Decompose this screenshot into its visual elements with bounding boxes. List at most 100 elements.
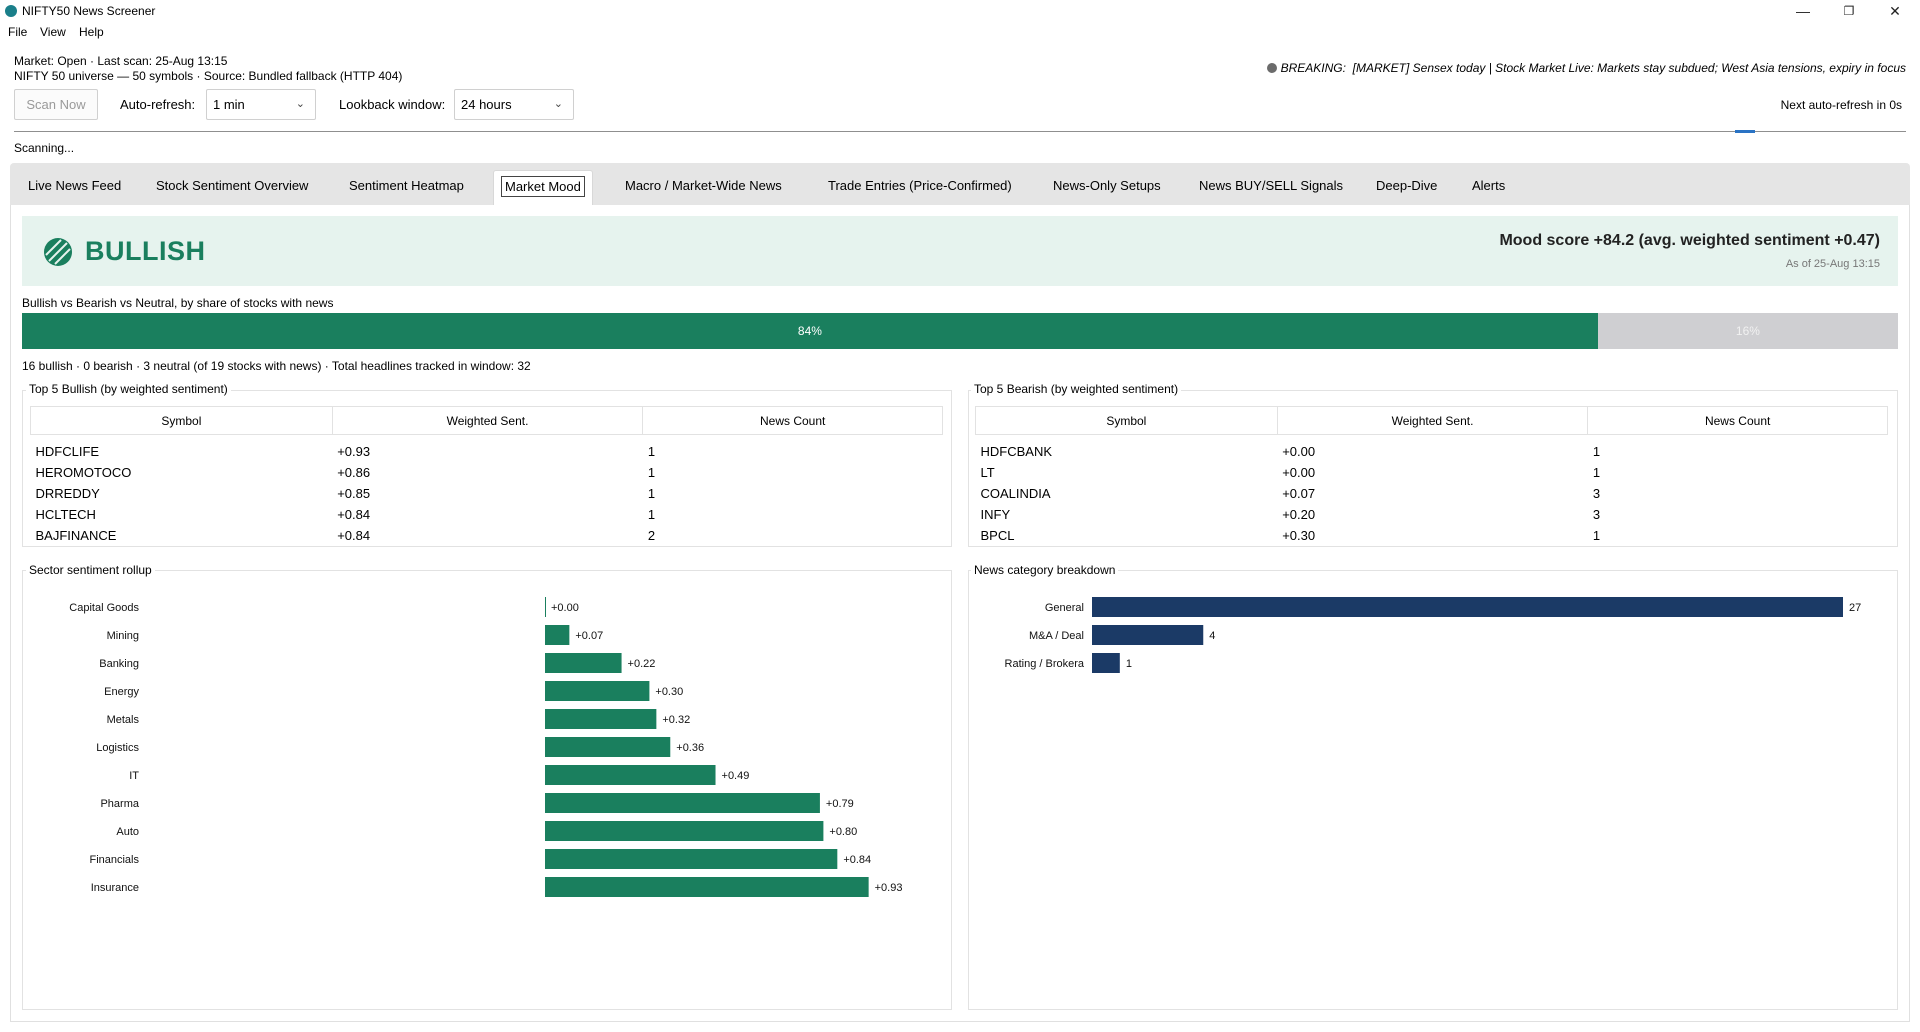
mood-score: Mood score +84.2 (avg. weighted sentimen… <box>1499 232 1880 249</box>
bar-value-label: 1 <box>1126 658 1132 670</box>
sentiment-cell: +0.00 <box>1282 464 1316 480</box>
mood-banner: BULLISH Mood score +84.2 (avg. weighted … <box>22 216 1898 286</box>
tab-market-mood-label: Market Mood <box>501 176 585 197</box>
bar-value-label: +0.80 <box>829 826 857 838</box>
sentiment-cell: +0.86 <box>337 464 371 480</box>
lookback-select[interactable]: 24 hours ⌄ <box>454 89 574 120</box>
tab-alerts[interactable]: Alerts <box>1472 178 1506 193</box>
symbol-cell: COALINDIA <box>980 485 1051 501</box>
bar <box>545 597 546 617</box>
tab-news-only-setups[interactable]: News-Only Setups <box>1053 178 1161 193</box>
menu-help[interactable]: Help <box>79 25 104 39</box>
symbol-cell: HCLTECH <box>35 506 96 522</box>
bar-value-label: +0.07 <box>575 630 603 642</box>
table-row[interactable]: COALINDIA +0.07 3 <box>976 483 1888 504</box>
symbol-cell: BAJFINANCE <box>35 527 117 543</box>
symbol-cell: BPCL <box>980 527 1015 543</box>
top-bullish-group <box>22 390 952 547</box>
bullish-icon <box>44 238 72 266</box>
table-row[interactable]: HDFCBANK +0.00 1 <box>976 441 1888 462</box>
sentiment-cell: +0.93 <box>337 443 371 459</box>
category-label: Capital Goods <box>69 602 139 614</box>
bar-value-label: +0.79 <box>826 798 854 810</box>
tab-deep-dive[interactable]: Deep-Dive <box>1376 178 1438 193</box>
universe-info: NIFTY 50 universe — 50 symbols · Source:… <box>14 69 403 83</box>
news-count-cell: 1 <box>647 485 656 501</box>
bar-value-label: +0.30 <box>655 686 683 698</box>
breaking-ticker[interactable]: BREAKING: [MARKET] Sensex today | Stock … <box>1266 61 1906 75</box>
market-status: Market: Open · Last scan: 25-Aug 13:15 <box>14 54 228 68</box>
tab-news-buy-sell-signals[interactable]: News BUY/SELL Signals <box>1199 178 1344 193</box>
table-row[interactable]: HDFCLIFE +0.93 1 <box>31 441 943 462</box>
bar <box>1092 625 1204 645</box>
column-header[interactable]: Symbol <box>30 406 333 435</box>
column-header[interactable]: Weighted Sent. <box>331 406 644 435</box>
bar-value-label: +0.36 <box>676 742 704 754</box>
bar-value-label: +0.49 <box>722 770 750 782</box>
window-title: NIFTY50 News Screener <box>22 4 156 18</box>
auto-refresh-value: 1 min <box>213 97 245 112</box>
table-row[interactable]: HEROMOTOCO +0.86 1 <box>31 462 943 483</box>
news-count-cell: 1 <box>1592 527 1601 543</box>
sentiment-cell: +0.84 <box>337 527 371 543</box>
bar <box>545 877 869 897</box>
bar-value-label: +0.84 <box>843 854 871 866</box>
bar <box>545 625 570 645</box>
news-count-cell: 1 <box>1592 443 1601 459</box>
bar-value-label: 27 <box>1849 602 1861 614</box>
tab-live-news-feed[interactable]: Live News Feed <box>28 178 122 193</box>
news-count-cell: 1 <box>647 506 656 522</box>
news-count-cell: 1 <box>647 443 656 459</box>
neutral-share-segment: 16% <box>1597 313 1898 349</box>
category-chart-title: News category breakdown <box>971 563 1119 577</box>
tab-market-mood[interactable]: Market Mood <box>493 170 593 205</box>
auto-refresh-select[interactable]: 1 min ⌄ <box>206 89 316 120</box>
tab-sentiment-heatmap[interactable]: Sentiment Heatmap <box>349 178 464 193</box>
bar-value-label: +0.32 <box>662 714 690 726</box>
sentiment-cell: +0.30 <box>1282 527 1316 543</box>
table-row[interactable]: BAJFINANCE +0.84 2 <box>31 525 943 546</box>
bar <box>545 681 650 701</box>
category-label: Auto <box>116 826 139 838</box>
mood-label: BULLISH <box>85 236 206 266</box>
maximize-button[interactable]: ❐ <box>1843 4 1855 18</box>
chevron-down-icon: ⌄ <box>295 98 305 110</box>
close-button[interactable]: ✕ <box>1889 3 1901 19</box>
category-label: Rating / Brokera <box>1005 658 1085 670</box>
sentiment-cell: +0.85 <box>337 485 371 501</box>
column-header[interactable]: Weighted Sent. <box>1276 406 1589 435</box>
menu-file[interactable]: File <box>8 25 28 39</box>
table-row[interactable]: DRREDDY +0.85 1 <box>31 483 943 504</box>
top-bearish-title: Top 5 Bearish (by weighted sentiment) <box>971 382 1182 396</box>
news-count-cell: 1 <box>647 464 656 480</box>
category-label: Metals <box>107 714 140 726</box>
tab-stock-sentiment-overview[interactable]: Stock Sentiment Overview <box>156 178 309 193</box>
bar <box>545 793 820 813</box>
table-row[interactable]: HCLTECH +0.84 1 <box>31 504 943 525</box>
menu-view[interactable]: View <box>40 25 66 39</box>
bar-value-label: +0.93 <box>875 882 903 894</box>
column-header[interactable]: News Count <box>642 406 943 435</box>
bar <box>1092 597 1843 617</box>
symbol-cell: HDFCBANK <box>980 443 1053 459</box>
scan-now-button[interactable]: Scan Now <box>14 89 98 120</box>
minimize-button[interactable]: — <box>1796 3 1810 19</box>
table-row[interactable]: INFY +0.20 3 <box>976 504 1888 525</box>
symbol-cell: HEROMOTOCO <box>35 464 132 480</box>
share-caption: Bullish vs Bearish vs Neutral, by share … <box>22 296 334 310</box>
column-header[interactable]: News Count <box>1587 406 1888 435</box>
tab-macro-market-wide-news[interactable]: Macro / Market-Wide News <box>625 178 782 193</box>
table-row[interactable]: LT +0.00 1 <box>976 462 1888 483</box>
table-row[interactable]: BPCL +0.30 1 <box>976 525 1888 546</box>
symbol-cell: DRREDDY <box>35 485 100 501</box>
scan-progress-indicator <box>1735 130 1755 133</box>
news-category-group <box>968 570 1898 1010</box>
news-category-chart: General 27 M&A / Deal 4 Rating / Brokera 1 <box>1005 597 1861 673</box>
category-label: General <box>1045 602 1084 614</box>
breaking-prefix: BREAKING: <box>1280 61 1346 75</box>
auto-refresh-label: Auto-refresh: <box>120 97 196 112</box>
category-label: Financials <box>89 854 139 866</box>
tab-trade-entries[interactable]: Trade Entries (Price-Confirmed) <box>828 178 1012 193</box>
column-header[interactable]: Symbol <box>975 406 1278 435</box>
bullish-share-label: 84% <box>797 324 822 338</box>
